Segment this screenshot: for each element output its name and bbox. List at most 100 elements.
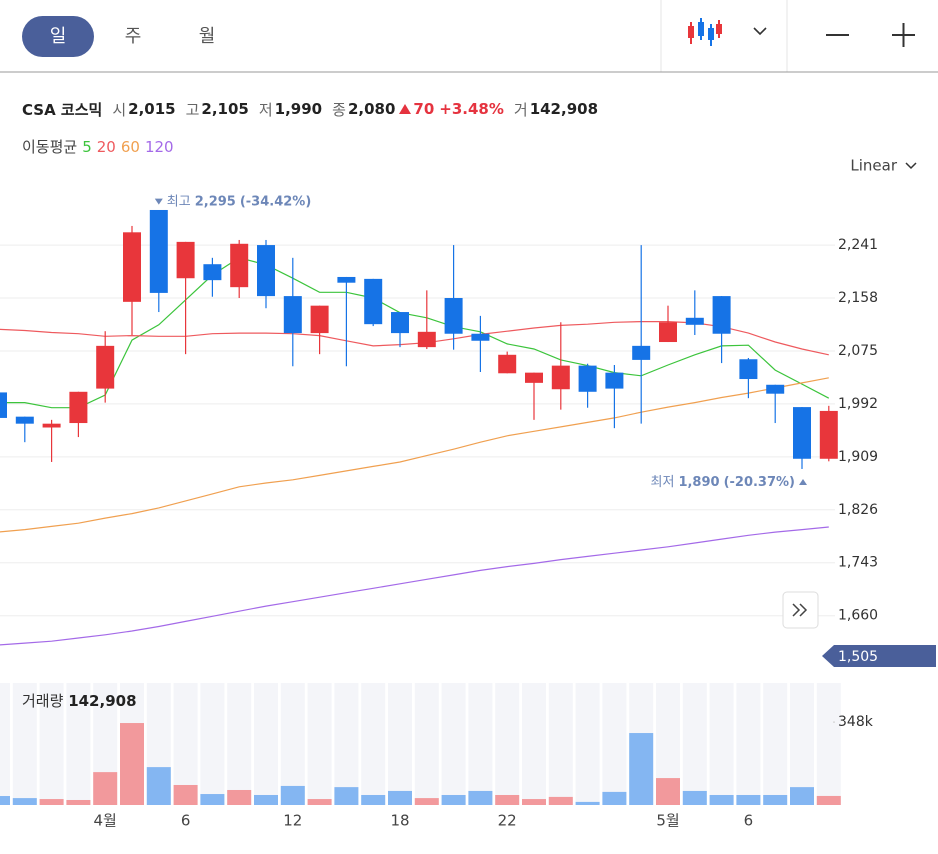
y-tick-label: 1,660 bbox=[838, 608, 878, 624]
volume-title: 거래량 bbox=[22, 692, 64, 710]
candle-body bbox=[69, 391, 88, 424]
candle-body bbox=[632, 345, 651, 360]
volume-info: 거래량 142,908 bbox=[22, 690, 137, 711]
tab-active-bg[interactable] bbox=[22, 16, 94, 57]
change-pct: +3.48% bbox=[439, 100, 504, 118]
volume-bar bbox=[12, 798, 37, 805]
chart-type-icon[interactable] bbox=[688, 18, 722, 46]
candle-body bbox=[0, 392, 7, 418]
high-marker: 최고 2,295 (-34.42%) bbox=[167, 194, 311, 209]
low-marker: 최저 1,890 (-20.37%) bbox=[651, 474, 795, 489]
candle-body bbox=[766, 384, 785, 394]
volume-bar bbox=[307, 799, 332, 805]
scroll-end-button[interactable] bbox=[782, 591, 819, 629]
y-tick-label: 1,826 bbox=[838, 502, 878, 518]
volume-bar bbox=[790, 787, 814, 805]
x-tick-label: 22 bbox=[498, 812, 517, 830]
tab[interactable]: 일 bbox=[50, 26, 67, 47]
candle-body bbox=[42, 423, 61, 428]
ma-legend-item: 60 bbox=[120, 138, 140, 156]
tab[interactable]: 주 bbox=[125, 26, 142, 47]
volume-bar bbox=[254, 794, 278, 805]
x-tick-label: 18 bbox=[390, 812, 409, 830]
ma-line bbox=[0, 257, 830, 409]
volume-column-bg bbox=[39, 683, 64, 805]
volume-column-bg bbox=[709, 683, 734, 805]
scale-chevron[interactable] bbox=[905, 162, 917, 170]
ma-title: 이동평균 bbox=[22, 138, 78, 156]
x-tick-label: 6 bbox=[744, 812, 754, 830]
candle-body bbox=[739, 359, 758, 380]
volume-column-bg bbox=[254, 683, 278, 805]
quote-info: CSA 코스믹 시 2,015 고 2,105 저 1,990 종 2,080 70 +… bbox=[22, 98, 598, 120]
volume-column-bg bbox=[307, 683, 332, 805]
volume-bar bbox=[66, 799, 91, 805]
ma-line bbox=[0, 321, 829, 356]
candle-body bbox=[364, 278, 383, 325]
volume-bar bbox=[548, 796, 573, 805]
volume-column-bg bbox=[441, 683, 466, 805]
candle-body bbox=[551, 365, 570, 390]
candle-body bbox=[605, 372, 624, 389]
candle-body bbox=[417, 331, 436, 348]
volume-bar bbox=[736, 794, 761, 805]
volume-column-bg bbox=[522, 683, 546, 805]
candle-body bbox=[471, 333, 490, 341]
candle-body bbox=[578, 365, 597, 392]
volume-column-bg bbox=[0, 683, 10, 805]
candle-body bbox=[337, 276, 356, 283]
volume-bar bbox=[120, 723, 144, 805]
zoom-in[interactable] bbox=[892, 23, 915, 47]
scroll-icon bbox=[792, 603, 801, 617]
info-label: 고 bbox=[185, 100, 200, 119]
volume-column-bg bbox=[763, 683, 788, 805]
y-tick-label: 1,909 bbox=[838, 449, 878, 465]
scale-label[interactable]: Linear bbox=[850, 157, 897, 175]
stock-name: CSA 코스믹 bbox=[22, 100, 103, 119]
info-value: 2,015 bbox=[128, 100, 176, 118]
candle-body bbox=[15, 416, 34, 424]
volume-tick-label: 348k bbox=[838, 714, 874, 730]
volume-current: 142,908 bbox=[68, 692, 137, 710]
candle-body bbox=[819, 410, 838, 459]
volume-bar bbox=[629, 733, 654, 805]
volume-bar bbox=[93, 772, 118, 805]
volume-column-bg bbox=[334, 683, 359, 805]
volume-bar bbox=[763, 794, 788, 805]
y-tick-label: 2,241 bbox=[838, 237, 878, 253]
volume-bar bbox=[280, 785, 305, 805]
y-tick-label: 1,992 bbox=[838, 396, 878, 412]
candle-body bbox=[685, 317, 704, 325]
volume-column-bg bbox=[736, 683, 761, 805]
volume-bar bbox=[468, 790, 493, 805]
candle-body bbox=[793, 407, 811, 459]
volume-bar bbox=[414, 798, 439, 805]
info-value: 142,908 bbox=[529, 100, 599, 118]
low-marker-arrow bbox=[799, 478, 807, 485]
volume-bar bbox=[361, 794, 386, 805]
volume-column-bg bbox=[12, 683, 37, 805]
tab[interactable]: 월 bbox=[199, 26, 216, 47]
volume-column-bg bbox=[388, 683, 412, 805]
scroll-icon bbox=[799, 603, 808, 617]
volume-bar bbox=[334, 787, 359, 805]
dropdown-chevron[interactable] bbox=[753, 27, 767, 36]
candle-body bbox=[310, 305, 329, 334]
volume-bar bbox=[173, 784, 198, 805]
x-tick-label: 6 bbox=[181, 812, 191, 830]
volume-column-bg bbox=[575, 683, 600, 805]
info-value: 1,990 bbox=[274, 100, 323, 118]
volume-column-bg bbox=[414, 683, 439, 805]
ma-legend: 이동평균 5 20 60 120 bbox=[22, 136, 179, 157]
candle-body bbox=[123, 232, 141, 302]
volume-bar bbox=[146, 767, 171, 805]
candle-body bbox=[176, 241, 195, 279]
volume-bar bbox=[227, 789, 252, 805]
volume-column-bg bbox=[227, 683, 252, 805]
info-label: 종 bbox=[332, 100, 346, 119]
x-tick-label: 12 bbox=[283, 812, 302, 830]
info-label: 저 bbox=[258, 100, 273, 119]
price-tag: 1,505 bbox=[838, 649, 878, 665]
